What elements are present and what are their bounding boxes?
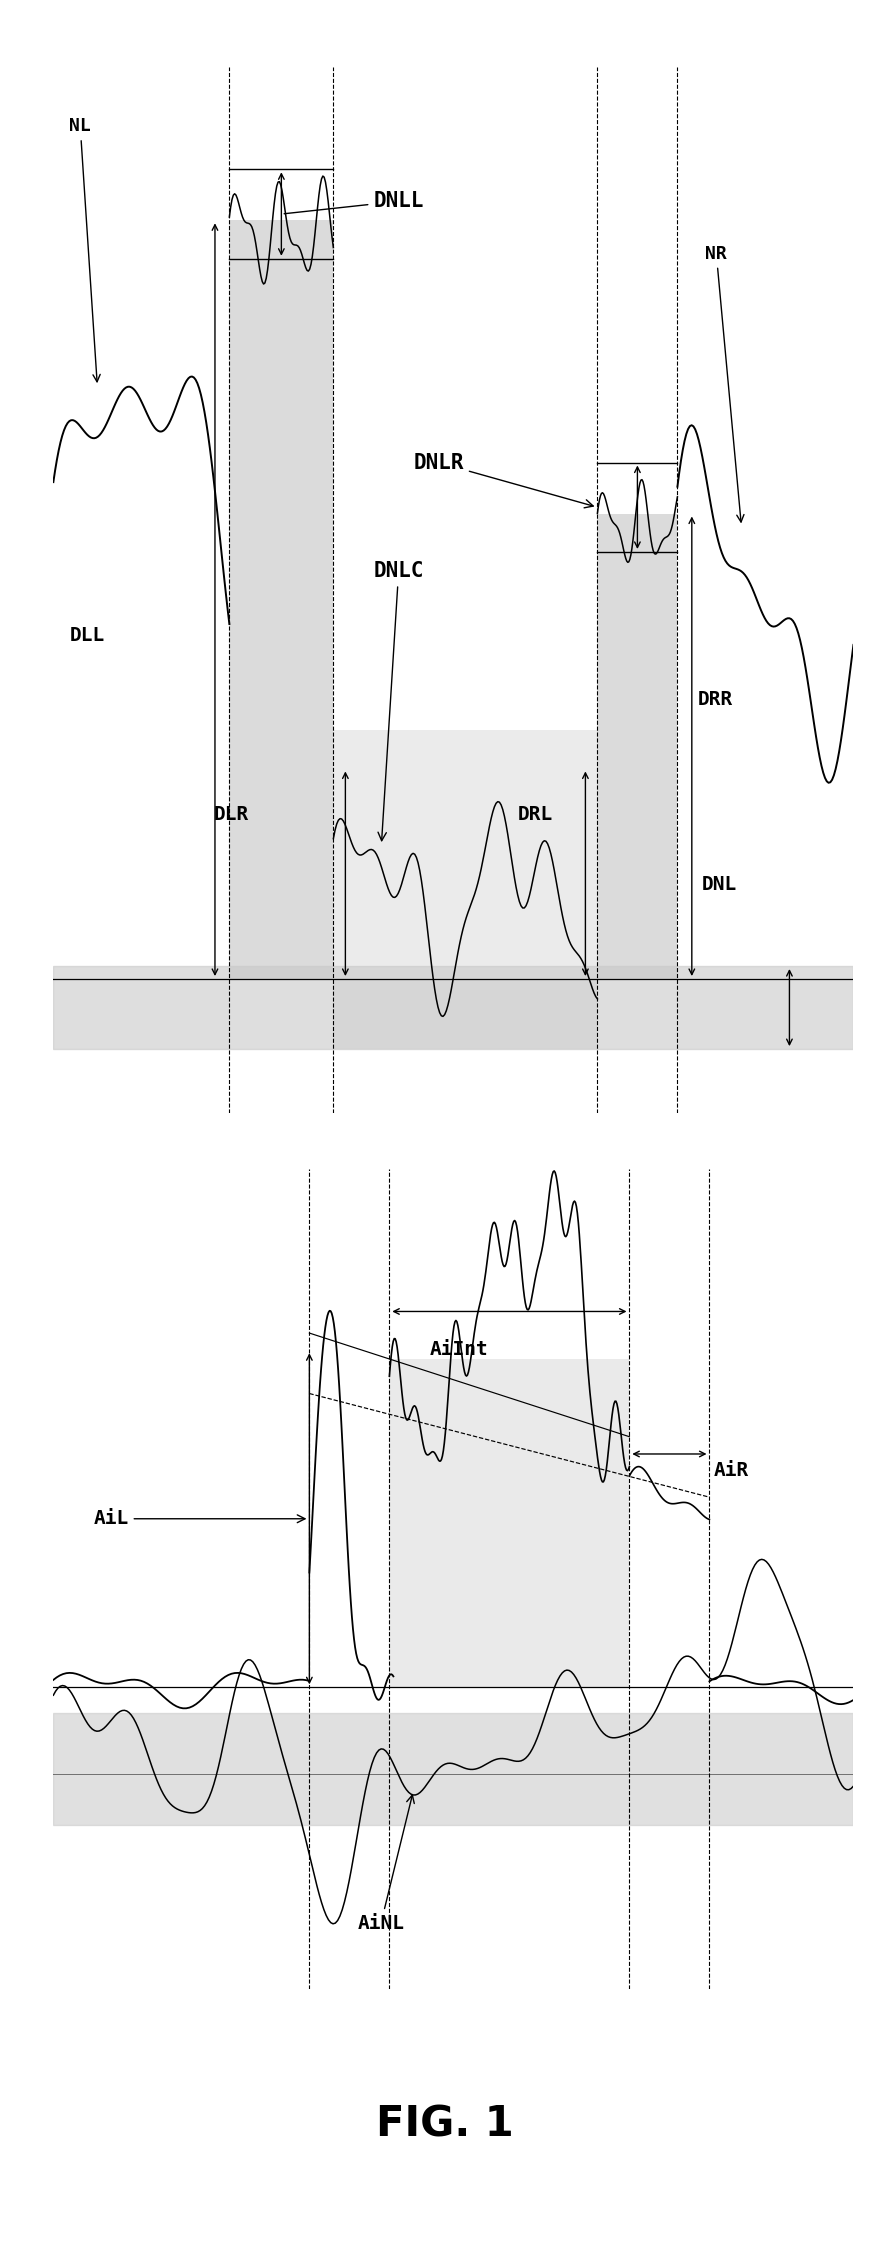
Bar [229,220,333,978]
Bar [53,967,853,1050]
Bar [389,1360,629,1688]
Text: DNLR: DNLR [413,452,593,508]
Text: DNL: DNL [701,874,737,895]
Text: DRL: DRL [517,805,553,823]
Text: DRR: DRR [698,690,733,708]
Text: DNLL: DNLL [284,191,424,214]
Bar [333,731,597,1050]
Text: AiNL: AiNL [357,1796,414,1933]
Text: AiL: AiL [93,1508,305,1529]
Text: DLL: DLL [69,627,105,645]
Bar [53,1713,853,1825]
Text: AiInt: AiInt [429,1340,488,1358]
Bar [597,513,677,978]
Text: DNLC: DNLC [373,562,424,841]
Text: NL: NL [69,117,100,382]
Text: AiR: AiR [714,1461,749,1479]
Text: DLR: DLR [213,805,249,823]
Text: FIG. 1: FIG. 1 [376,2104,513,2145]
Text: NR: NR [706,245,744,522]
